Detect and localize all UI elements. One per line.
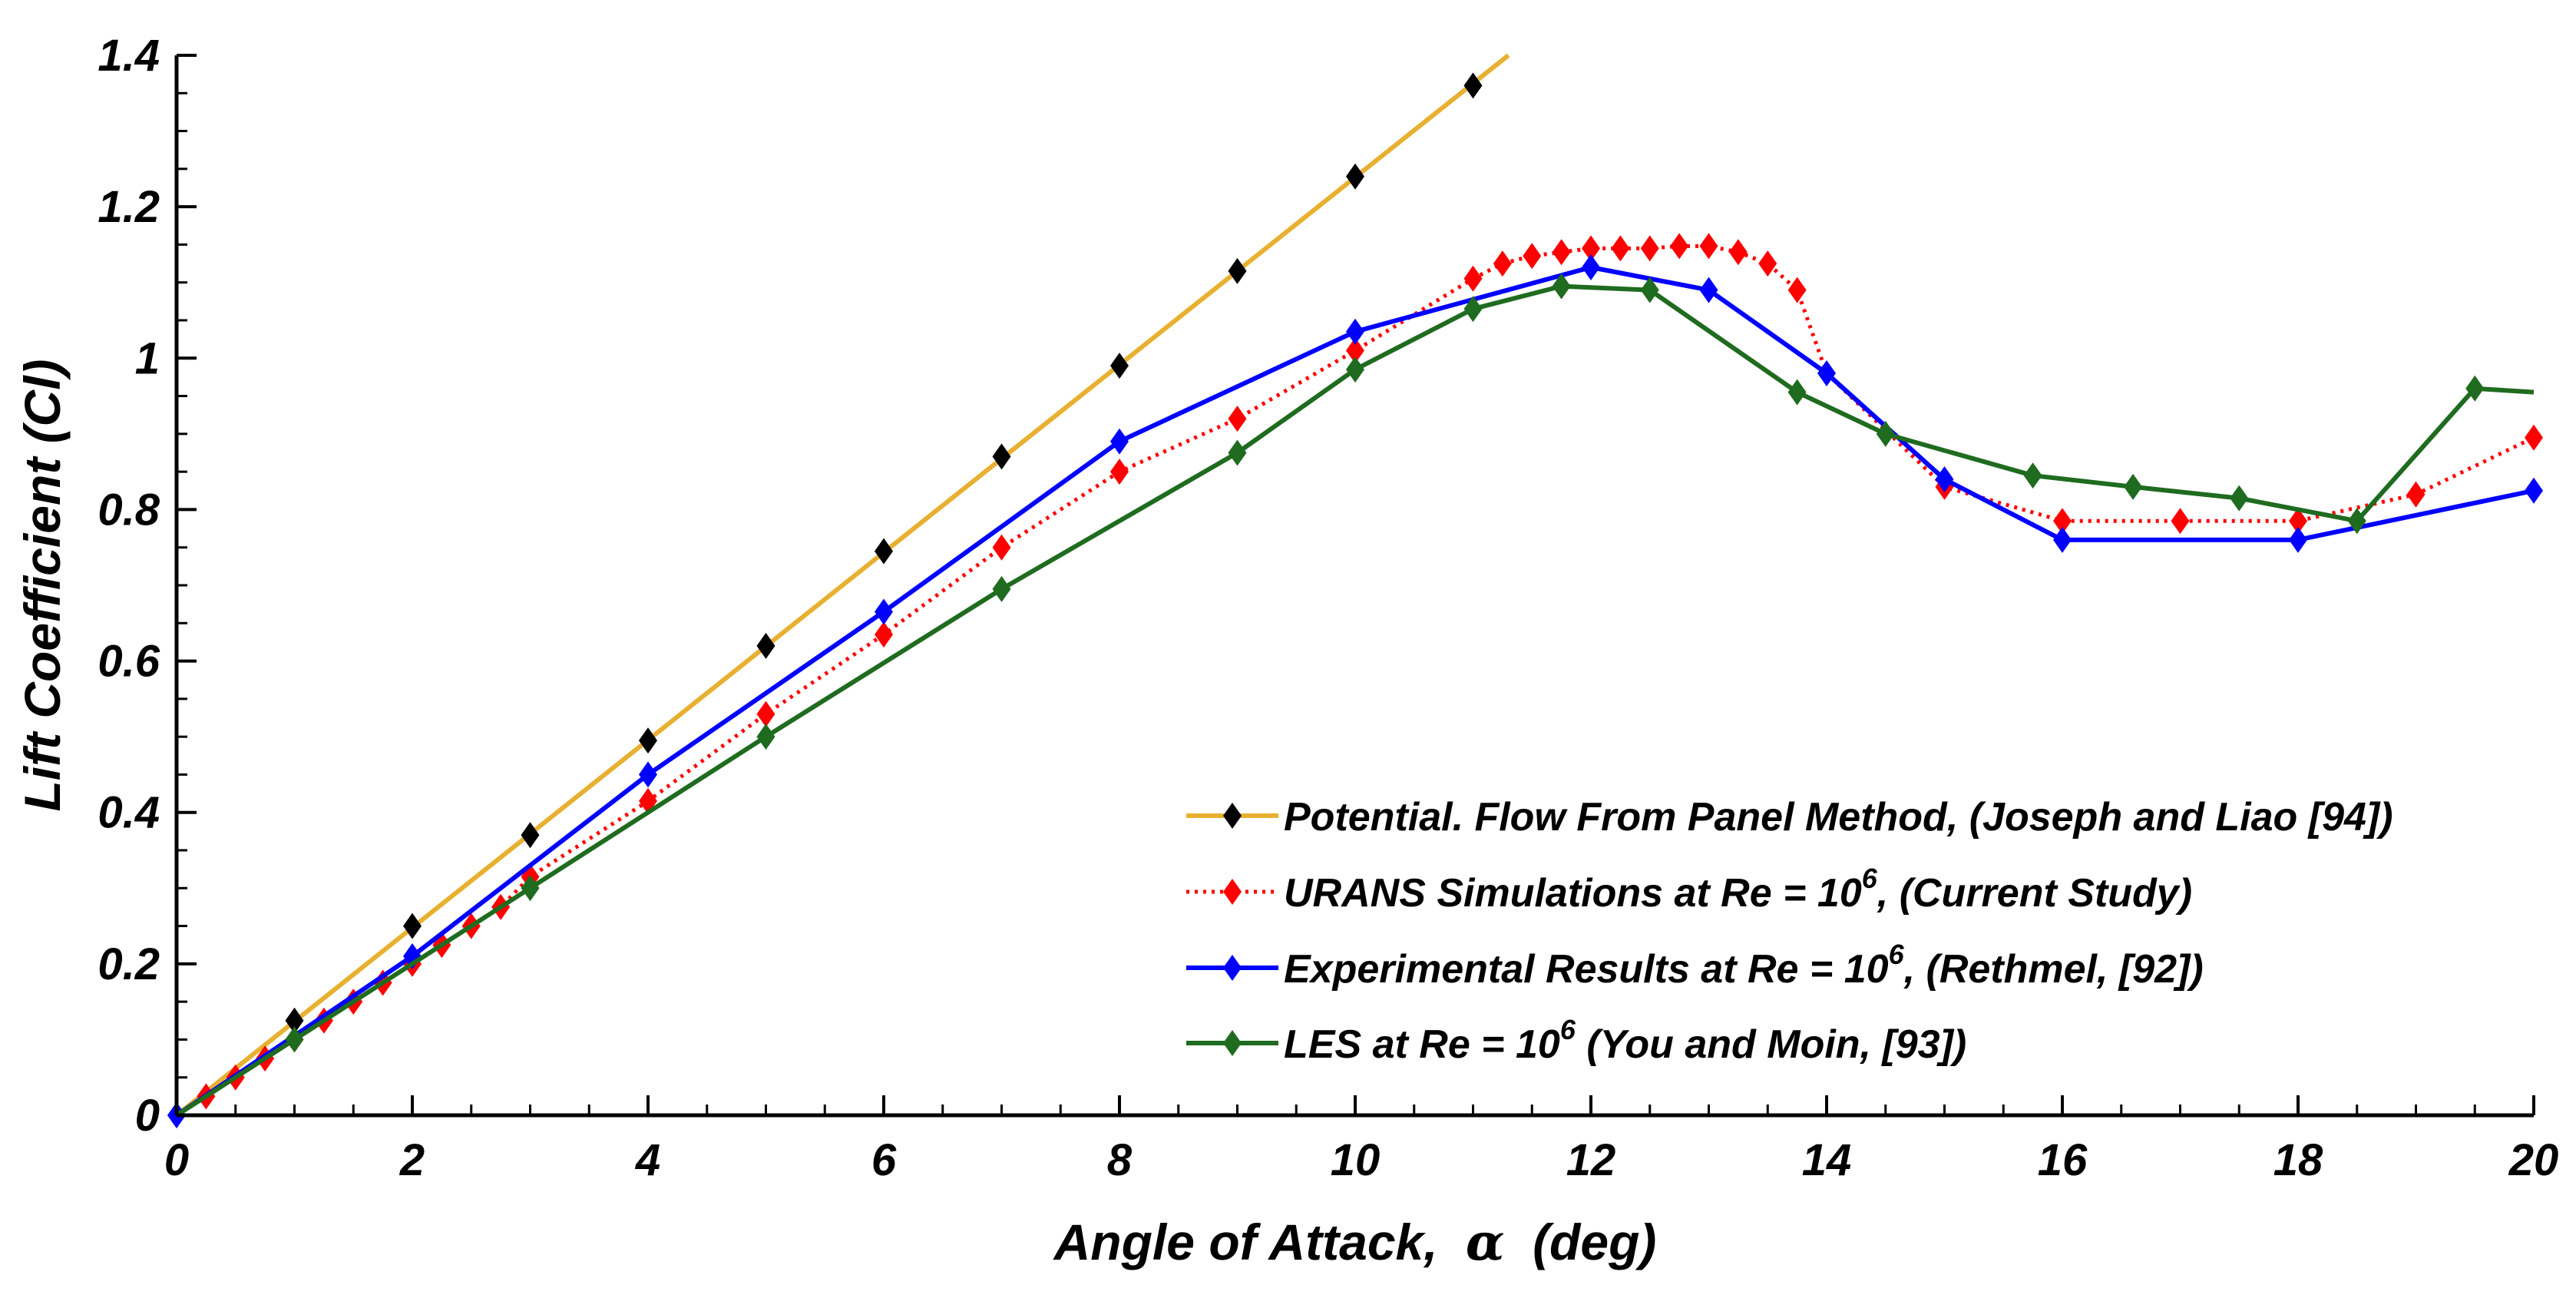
legend-label-1: Potential. Flow From Panel Method, (Jose…	[1284, 795, 2393, 840]
series-2-point	[1228, 406, 1247, 432]
axes: 0 2 4 6 8 10 12 14 16 18 20 0 0.2 0.4 0.6 0.8 1 1.2 1.4	[98, 31, 2558, 1185]
series-2-point	[1346, 337, 1364, 364]
series-2-point	[1611, 235, 1630, 262]
series-4-point	[1876, 420, 1895, 447]
series-line-4	[175, 283, 2535, 1118]
legend-label-3: Experimental Results at Re = 106, (Rethm…	[1284, 939, 2204, 992]
x-tick-label: 2	[399, 1135, 425, 1185]
series-1-point	[992, 443, 1011, 470]
series-4-point	[2465, 375, 2485, 402]
series-2-point	[992, 534, 1011, 561]
plot-area	[167, 53, 2543, 1128]
y-tick-label: 0.6	[98, 637, 160, 687]
legend-marker-4	[1223, 1030, 1242, 1056]
x-tick-label: 0	[164, 1135, 189, 1185]
series-2-point	[1493, 250, 1512, 277]
series-3-point	[875, 598, 893, 625]
series-2-point	[2406, 481, 2426, 508]
series-4-point	[521, 875, 540, 902]
series-4-point	[2347, 508, 2366, 535]
x-tick-label: 14	[1802, 1135, 1852, 1185]
series-2-point	[2053, 508, 2072, 535]
series-4-point	[1787, 379, 1807, 406]
series-4-point	[285, 1026, 304, 1053]
series-2-point	[756, 700, 775, 727]
series-3-point	[1817, 360, 1836, 386]
x-tick-label: 18	[2273, 1135, 2323, 1185]
series-1-point	[875, 538, 893, 565]
series-1-point	[521, 822, 540, 849]
series-2-point	[1640, 235, 1659, 262]
series-2-point	[875, 621, 893, 648]
series-2-point	[1670, 233, 1689, 260]
y-tick-label: 1.2	[98, 182, 160, 232]
x-tick-label: 8	[1107, 1135, 1133, 1185]
series-1-point	[1110, 353, 1129, 379]
series-2-point	[1758, 250, 1777, 277]
legend-marker-1	[1223, 803, 1242, 829]
series-4-point	[2023, 462, 2042, 489]
series-2-point	[1699, 233, 1718, 260]
series-1-point	[639, 727, 657, 754]
series-4-point	[1640, 277, 1659, 303]
series-4-point	[756, 724, 775, 750]
series-4-point	[2124, 473, 2143, 500]
series-2-point	[1787, 277, 1807, 303]
legend-marker-3	[1223, 955, 1242, 981]
series-2-point	[1463, 265, 1483, 292]
y-axis-title: Lift Coefficient (Cl)	[14, 359, 71, 811]
series-3-point	[639, 761, 657, 788]
y-tick-label: 1	[135, 333, 160, 383]
x-axis-title: Angle of Attack, α (deg)	[1053, 1212, 1657, 1272]
x-tick-label: 4	[635, 1135, 660, 1185]
series-3-point	[1346, 318, 1364, 345]
x-tick-label: 16	[2038, 1135, 2088, 1185]
series-2-point	[1523, 243, 1542, 270]
series-1-point	[403, 912, 422, 939]
series-1-point	[756, 632, 775, 659]
series-4-point	[1552, 273, 1571, 300]
series-1-point	[1463, 72, 1483, 99]
y-tick-label: 1.4	[98, 31, 160, 81]
series-3-point	[2289, 526, 2307, 553]
series-1-point	[1346, 163, 1364, 190]
series-4-point	[1228, 439, 1247, 466]
series-3-point	[2053, 526, 2072, 553]
alpha-symbol: α	[1466, 1212, 1505, 1272]
y-tick-label: 0.8	[98, 485, 160, 535]
series-1-point	[1228, 257, 1247, 284]
series-2-point	[1552, 239, 1571, 266]
legend-marker-2	[1223, 879, 1242, 905]
series-3-point	[1582, 254, 1600, 280]
series-2-point	[1728, 239, 1748, 266]
series-2-point	[1110, 459, 1129, 485]
series-4-point	[2230, 485, 2249, 512]
series-2-point	[2525, 424, 2543, 451]
series-2-point	[2171, 508, 2190, 535]
series-3-point	[1110, 428, 1129, 455]
series-2-point	[2289, 508, 2307, 535]
x-tick-label: 20	[2508, 1135, 2559, 1185]
legend-label-2: URANS Simulations at Re = 106, (Current …	[1284, 863, 2192, 916]
series-2-point	[1582, 235, 1600, 262]
legend: Potential. Flow From Panel Method, (Jose…	[1186, 795, 2393, 1067]
y-tick-label: 0.2	[98, 939, 160, 989]
y-tick-label: 0	[135, 1091, 160, 1141]
series-3-point	[2525, 477, 2543, 504]
series-4-point	[1346, 356, 1364, 383]
x-tick-label: 12	[1566, 1135, 1616, 1185]
x-axis-title-suffix: (deg)	[1533, 1214, 1656, 1270]
legend-label-4: LES at Re = 106 (You and Moin, [93])	[1284, 1014, 1966, 1067]
x-axis-title-prefix: Angle of Attack,	[1053, 1214, 1438, 1270]
x-tick-label: 10	[1331, 1135, 1381, 1185]
x-tick-label: 6	[871, 1135, 897, 1185]
series-3-point	[1935, 466, 1954, 492]
series-4-point	[992, 575, 1011, 602]
series-4-point	[1463, 296, 1483, 323]
series-3-point	[1699, 277, 1718, 303]
series-line-1	[175, 53, 1510, 1118]
series-1-point	[285, 1007, 304, 1034]
y-tick-label: 0.4	[98, 788, 160, 838]
